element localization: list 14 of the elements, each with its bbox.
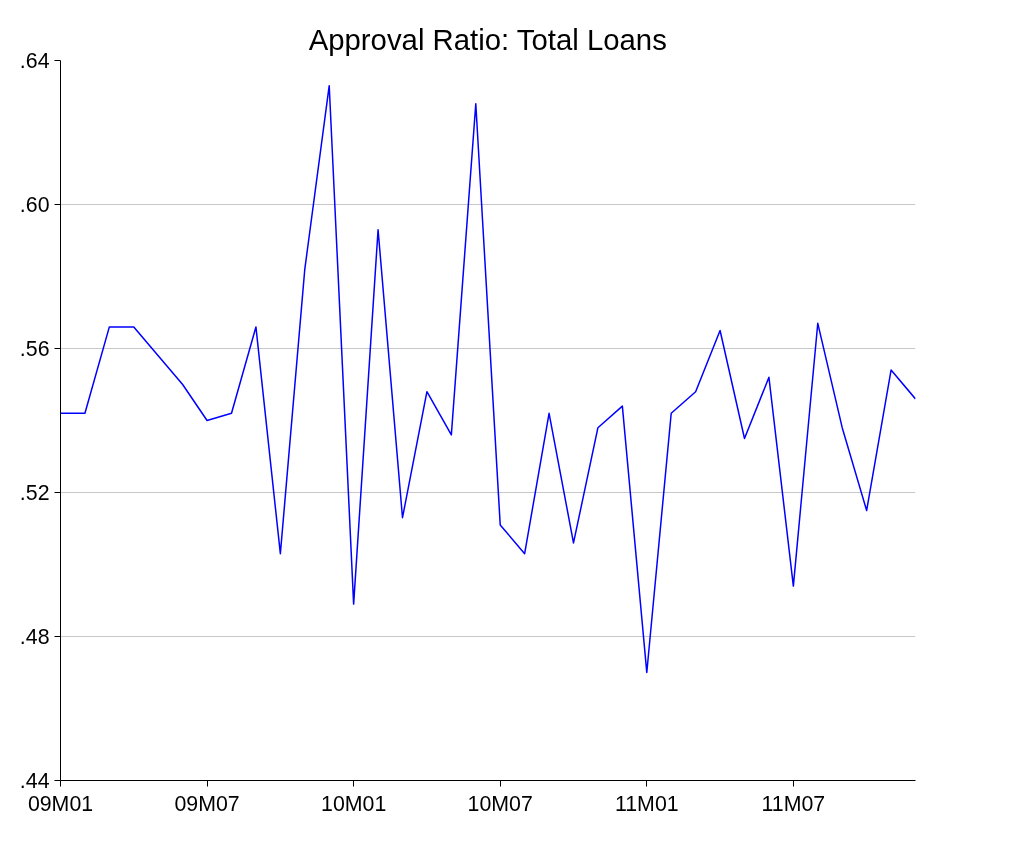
x-tick-label: 11M01 — [614, 791, 679, 816]
x-tick-label: 10M01 — [321, 791, 387, 816]
x-tick-label: 11M07 — [761, 791, 826, 816]
x-tick-label: 10M07 — [467, 791, 533, 816]
y-tick-label: .44 — [19, 769, 50, 793]
y-tick-label: .48 — [19, 625, 50, 649]
y-tick-label: .60 — [19, 193, 50, 217]
y-tick-label: .64 — [19, 49, 50, 73]
chart-title: Approval Ratio: Total Loans — [308, 22, 667, 56]
x-tick-label: 09M01 — [27, 791, 94, 816]
y-tick-label: .56 — [19, 337, 50, 361]
y-tick-label: .52 — [19, 481, 50, 505]
x-tick-label: 09M07 — [174, 791, 240, 816]
line-series — [60, 84, 916, 674]
